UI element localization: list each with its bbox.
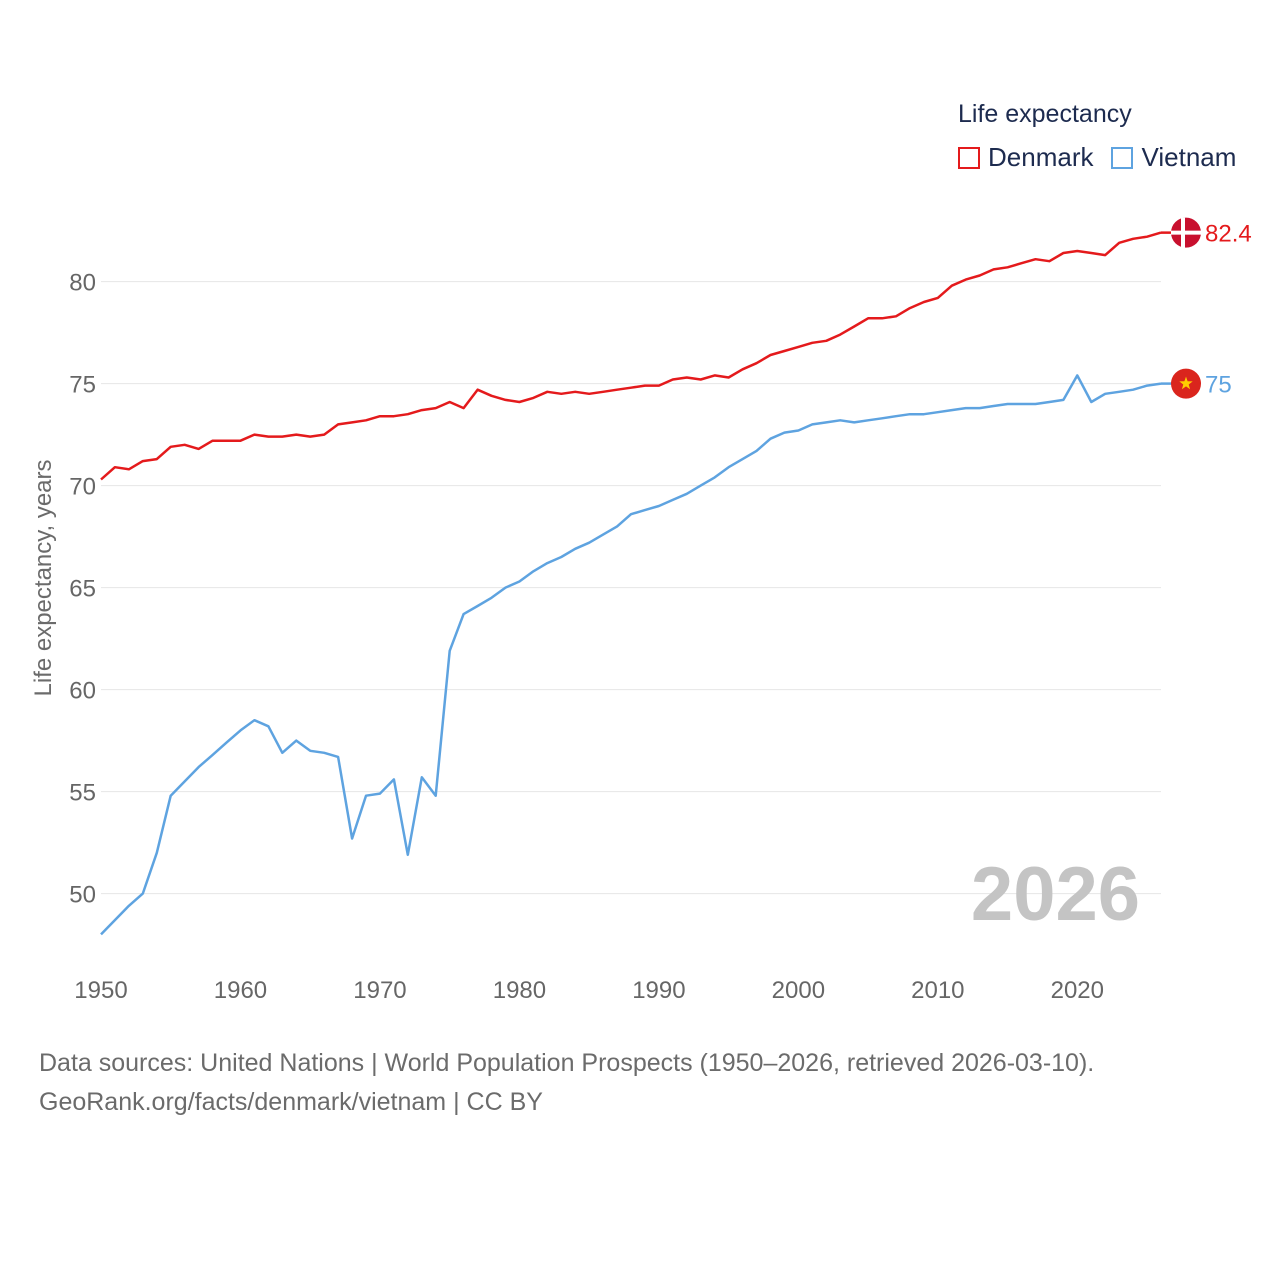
legend-label-denmark: Denmark: [988, 142, 1094, 172]
source-line-1: Data sources: United Nations | World Pop…: [39, 1049, 1095, 1077]
x-tick-label-2020: 2020: [1051, 977, 1104, 1004]
legend-label-vietnam: Vietnam: [1141, 142, 1237, 172]
legend-title: Life expectancy: [958, 100, 1132, 128]
y-tick-label-70: 70: [69, 474, 96, 501]
x-tick-label-2000: 2000: [772, 977, 825, 1004]
x-tick-label-2010: 2010: [911, 977, 964, 1004]
x-tick-label-1980: 1980: [493, 977, 546, 1004]
series-line-denmark: [100, 231, 1162, 481]
series-end-label-vietnam: 75: [1205, 372, 1232, 399]
x-tick-label-1990: 1990: [632, 977, 685, 1004]
y-tick-label-50: 50: [69, 882, 96, 909]
legend-item-denmark[interactable]: Denmark: [958, 142, 1093, 173]
legend-swatch-vietnam: [1111, 146, 1134, 169]
y-tick-label-60: 60: [69, 678, 96, 705]
y-tick-label-65: 65: [69, 576, 96, 603]
y-tick-label-75: 75: [69, 372, 96, 399]
legend-swatch-denmark: [958, 146, 980, 169]
y-axis-label: Life expectancy, years: [30, 459, 57, 696]
y-tick-label-80: 80: [69, 270, 96, 297]
x-tick-label-1950: 1950: [74, 977, 127, 1004]
source-line-2[interactable]: GeoRank.org/facts/denmark/vietnam | CC B…: [39, 1088, 543, 1116]
year-watermark: 2026: [971, 852, 1140, 937]
y-tick-label-55: 55: [69, 780, 96, 807]
x-tick-label-1960: 1960: [214, 977, 267, 1004]
denmark-flag-icon: [1171, 217, 1201, 248]
flag-star: [1179, 376, 1193, 390]
x-tick-label-1970: 1970: [353, 977, 406, 1004]
flag-cross-horizontal: [1171, 230, 1201, 235]
vietnam-flag-icon: [1171, 368, 1201, 399]
legend-item-vietnam[interactable]: Vietnam: [1111, 142, 1236, 173]
source-note: Data sources: United Nations | World Pop…: [39, 1044, 1094, 1122]
series-end-label-denmark: 82.4: [1205, 221, 1252, 248]
legend: Denmark Vietnam: [958, 142, 1254, 173]
series-line-vietnam: [100, 374, 1162, 936]
